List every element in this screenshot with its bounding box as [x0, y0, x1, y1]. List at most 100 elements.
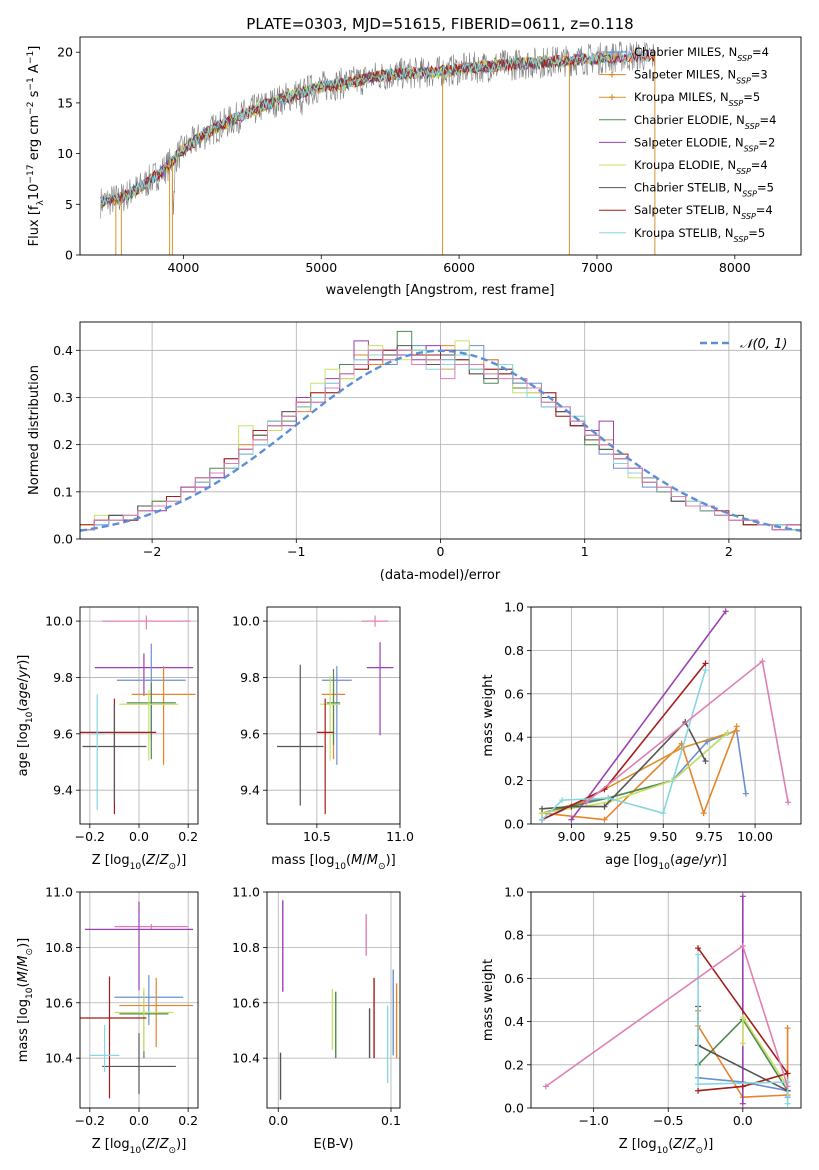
- plot-area-mass_vs_ebv: [267, 892, 400, 1108]
- x-tick-label: 10.00: [737, 829, 773, 844]
- plot-area-weight_vs_age: [531, 607, 801, 824]
- y-axis-label: age [log10(age/yr)]: [16, 655, 35, 777]
- y-tick-label: 0.4: [53, 343, 73, 358]
- y-tick-label: 10: [57, 146, 73, 161]
- weight-line-kroupa_elodie: [541, 732, 729, 814]
- x-tick-label: −2: [143, 544, 161, 559]
- panel-weight_vs_z: −1.0 −0.5 0.0 0.0 0.2 0.4 0.6 0.8 1.0 Z [log10(Z/…: [481, 885, 802, 1156]
- x-axis-label: mass [log10(M/M⊙)]: [271, 853, 395, 872]
- y-tick-label: 0.0: [504, 817, 524, 832]
- legend-label: Chabrier MILES, NSSP=4: [634, 45, 769, 63]
- x-axis-label: Z [log10(Z/Z⊙)]: [619, 1137, 714, 1156]
- y-tick-label: 0.6: [504, 686, 524, 701]
- y-tick-label: 9.8: [240, 670, 260, 685]
- x-tick-label: −0.2: [75, 829, 105, 844]
- y-tick-label: 10.4: [45, 1051, 73, 1066]
- x-tick-label: −0.2: [75, 1113, 105, 1128]
- legend-label: Chabrier STELIB, NSSP=5: [634, 181, 774, 199]
- legend-label: Salpeter MILES, NSSP=3: [634, 68, 768, 86]
- weight-line-salpeter_stelib: [697, 947, 789, 1092]
- y-tick-label: 9.8: [53, 670, 73, 685]
- y-tick-label: 5: [65, 197, 73, 212]
- x-tick-label: −1.0: [578, 1113, 608, 1128]
- y-axis-label: mass [log10(M/M⊙)]: [16, 938, 35, 1062]
- x-tick-label: 0.0: [129, 1113, 149, 1128]
- x-tick-label: −0.5: [653, 1113, 683, 1128]
- panel-residuals: −2 −1 0 1 2 0.0 0.1 0.2 0.3 0.4 𝒩(0, 1) (data-model…: [27, 321, 802, 583]
- x-axis-label: wavelength [Angstrom, rest frame]: [326, 283, 555, 298]
- x-tick-label: 0: [437, 544, 445, 559]
- figure-title: PLATE=0303, MJD=51615, FIBERID=0611, z=0…: [246, 15, 633, 33]
- x-tick-label: 0.0: [733, 1113, 753, 1128]
- y-tick-label: 20: [57, 45, 73, 60]
- x-axis-label: age [log10(age/yr)]: [605, 853, 727, 872]
- axes-frame: [79, 321, 802, 540]
- panel-mass_vs_z: −0.2 0.0 0.2 10.4 10.6 10.8 11.0 Z [log10(Z/Z⊙)…: [16, 885, 199, 1156]
- x-tick-label: 6000: [443, 260, 475, 275]
- y-tick-label: 0.2: [504, 773, 524, 788]
- x-tick-label: 0.0: [268, 1113, 288, 1128]
- y-tick-label: 0.2: [504, 1057, 524, 1072]
- x-tick-label: 5000: [305, 260, 337, 275]
- y-tick-label: 10.4: [232, 1051, 260, 1066]
- x-tick-label: 10.5: [303, 829, 331, 844]
- axes-frame: [530, 606, 802, 825]
- x-axis-label: (data-model)/error: [380, 568, 501, 583]
- y-tick-label: 15: [57, 95, 73, 110]
- y-tick-label: 11.0: [232, 885, 260, 900]
- y-tick-label: 11.0: [45, 885, 73, 900]
- x-tick-label: 0.0: [129, 829, 149, 844]
- panel-age_vs_z: −0.2 0.0 0.2 9.4 9.6 9.8 10.0 Z [log10(Z/Z⊙)] ag…: [16, 606, 199, 872]
- x-tick-label: 8000: [719, 260, 751, 275]
- y-tick-label: 0.8: [504, 643, 524, 658]
- plot-area-age_vs_mass: [267, 607, 400, 824]
- y-tick-label: 9.4: [53, 783, 73, 798]
- spectrum-model-line-kroupa_stelib: [100, 49, 650, 206]
- y-tick-label: 10.8: [45, 940, 73, 955]
- x-tick-label: −1: [287, 544, 305, 559]
- y-tick-label: 0.4: [504, 730, 524, 745]
- y-tick-label: 1.0: [504, 885, 524, 900]
- plot-area-spectrum: [100, 41, 656, 255]
- gaussian-curve: [80, 349, 801, 532]
- panel-mass_vs_ebv: 0.0 0.1 10.4 10.6 10.8 11.0 E(B-V): [232, 885, 401, 1153]
- x-tick-label: 7000: [581, 260, 613, 275]
- y-tick-label: 0.0: [53, 532, 73, 547]
- y-tick-label: 1.0: [504, 600, 524, 615]
- x-tick-label: 9.25: [603, 829, 631, 844]
- y-tick-label: 0.1: [53, 484, 73, 499]
- y-axis-label: Flux [fλ10−17 erg cm−2 s−1 A−1]: [26, 46, 46, 247]
- y-axis-label: mass weight: [481, 959, 496, 1041]
- legend-label: Salpeter STELIB, NSSP=4: [634, 203, 773, 221]
- x-tick-label: 0.1: [381, 1113, 401, 1128]
- x-tick-label: 9.00: [557, 829, 585, 844]
- x-tick-label: 11.0: [386, 829, 414, 844]
- legend-label: 𝒩(0, 1): [740, 337, 787, 352]
- x-tick-label: 9.75: [695, 829, 723, 844]
- y-tick-label: 9.6: [240, 726, 260, 741]
- legend-label: Kroupa MILES, NSSP=5: [634, 90, 760, 108]
- x-axis-label: Z [log10(Z/Z⊙)]: [92, 853, 187, 872]
- weight-line-salpeter_elodie: [570, 610, 727, 821]
- y-tick-label: 10.6: [45, 995, 73, 1010]
- axes-frame: [79, 36, 802, 256]
- histogram-pink: [80, 349, 801, 531]
- panel-age_vs_mass: 10.5 11.0 9.4 9.6 9.8 10.0 mass [log10(M/M⊙)]: [232, 606, 414, 872]
- panel-weight_vs_age: 9.00 9.25 9.50 9.75 10.00 0.0 0.2 0.4 0.6 0.8 1.0 a…: [481, 600, 802, 872]
- axes-frame: [530, 891, 802, 1109]
- legend-label: Kroupa ELODIE, NSSP=4: [634, 158, 768, 176]
- legend-label: Kroupa STELIB, NSSP=5: [634, 226, 765, 244]
- y-tick-label: 0.0: [504, 1101, 524, 1116]
- x-axis-label: E(B-V): [313, 1137, 353, 1152]
- axes-frame: [79, 891, 199, 1109]
- y-tick-label: 0.4: [504, 1014, 524, 1029]
- y-tick-label: 10.6: [232, 995, 260, 1010]
- y-tick-label: 10.0: [232, 614, 260, 629]
- plot-area-weight_vs_z: [531, 892, 801, 1108]
- y-tick-label: 9.4: [240, 783, 260, 798]
- plot-area-age_vs_z: [80, 607, 198, 824]
- weight-line-kroupa_stelib: [697, 954, 789, 1104]
